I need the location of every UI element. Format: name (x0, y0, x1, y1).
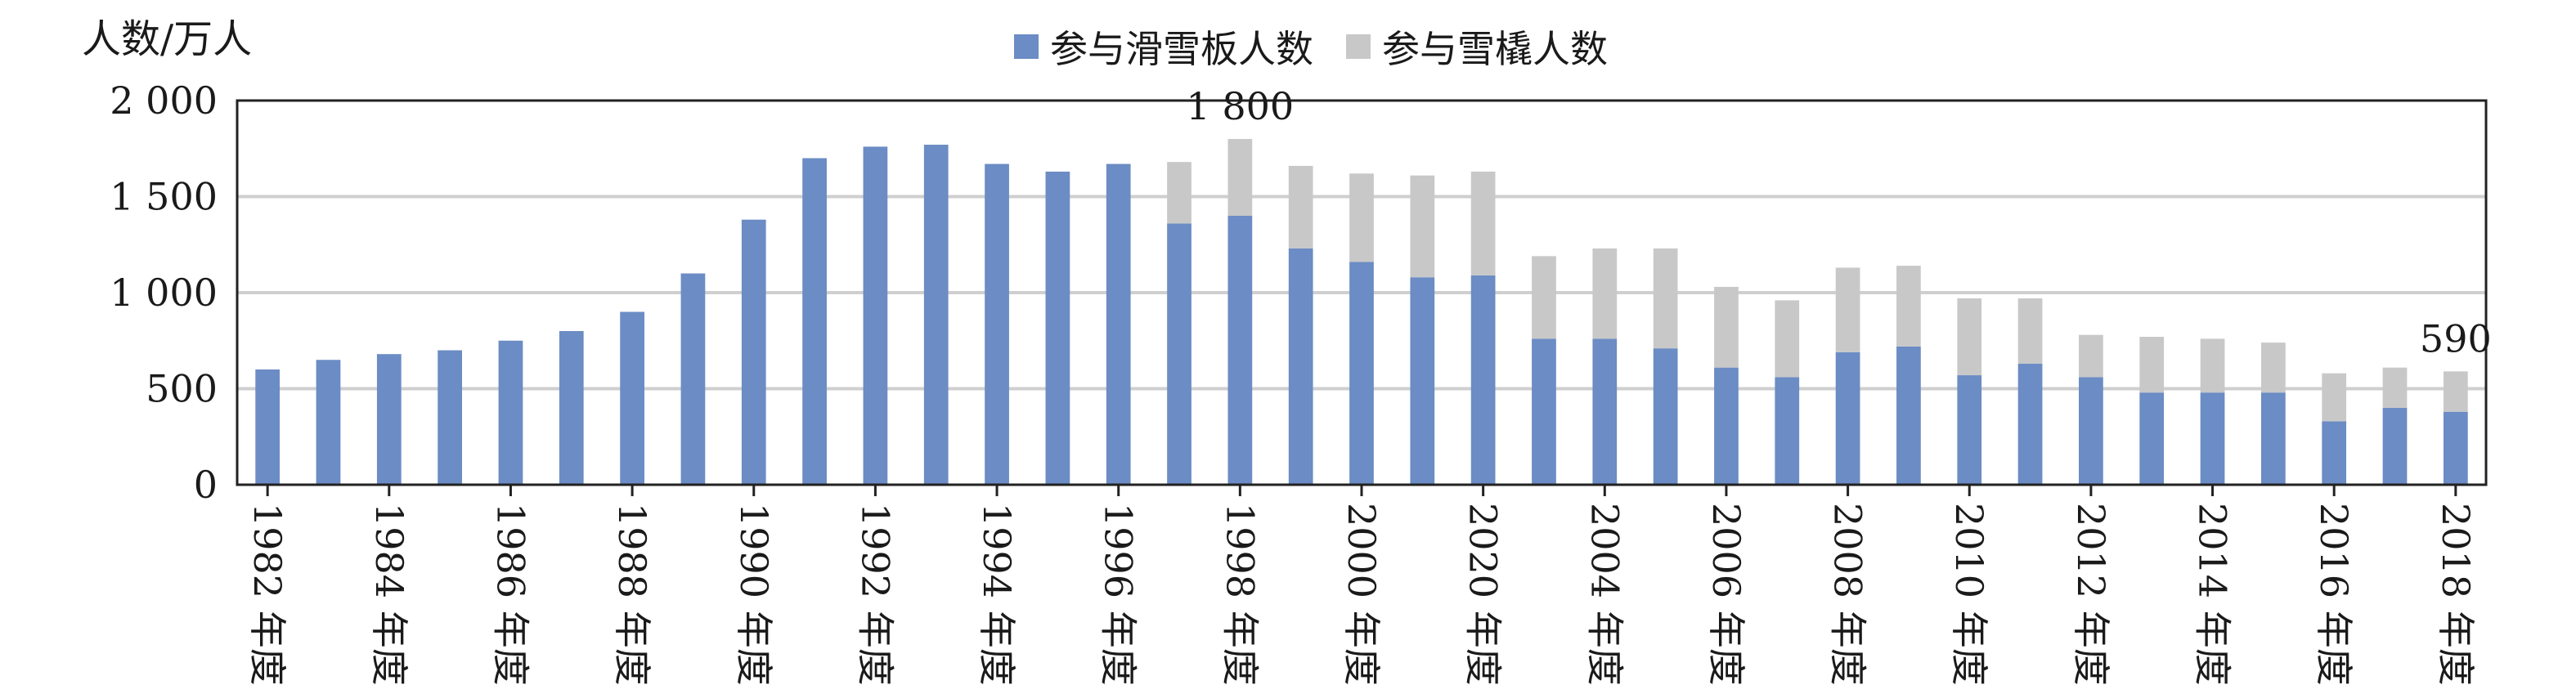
bar-snowboard (376, 354, 402, 485)
x-tick-label: 2016 年度 (2312, 503, 2356, 686)
bar-snowboard (1106, 163, 1131, 486)
y-tick-label: 2 000 (110, 78, 218, 123)
bar-snowboard (2382, 408, 2408, 485)
data-label: 1 800 (1186, 84, 1294, 128)
x-tick-label: 2006 年度 (1704, 503, 1748, 686)
x-tick-label: 2014 年度 (2191, 503, 2235, 686)
bar-sled (2322, 373, 2347, 422)
bar-sled (1349, 173, 1374, 262)
legend-swatch-snowboard (1014, 34, 1039, 59)
bar-snowboard (498, 340, 523, 485)
x-tick-label: 1990 年度 (732, 503, 776, 686)
x-tick-label: 2000 年度 (1340, 503, 1384, 686)
x-tick-label: 1988 年度 (610, 503, 654, 686)
bar-sled (2079, 334, 2103, 378)
bar-snowboard (2261, 392, 2286, 485)
bar-snowboard (1896, 346, 1921, 485)
bar-snowboard (1653, 348, 1678, 485)
bar-sled (2200, 338, 2225, 393)
bar-snowboard (2139, 392, 2165, 485)
bar-snowboard (1835, 351, 1860, 485)
bar-sled (1410, 175, 1435, 278)
bar-sled (2382, 367, 2408, 408)
bar-sled (1470, 171, 1496, 275)
bar-snowboard (255, 369, 280, 485)
x-tick-label: 2012 年度 (2069, 503, 2113, 686)
bar-sled (1532, 256, 1556, 339)
bar-snowboard (1957, 375, 1982, 485)
bar-snowboard (2200, 392, 2225, 485)
x-tick-label: 2010 年度 (1947, 503, 1991, 686)
bar-snowboard (802, 158, 827, 485)
bar-sled (1957, 298, 1982, 376)
bar-sled (2017, 298, 2043, 364)
bar-snowboard (2322, 421, 2347, 485)
x-tick-label: 1986 年度 (488, 503, 532, 686)
bar-snowboard (2443, 411, 2468, 485)
bar-sled (1653, 248, 1678, 349)
y-axis-title: 人数/万人 (82, 16, 253, 62)
bar-sled (1227, 139, 1253, 216)
bar-snowboard (438, 350, 462, 485)
x-tick-label: 1998 年度 (1218, 503, 1262, 686)
bar-sled (2261, 343, 2286, 393)
bar-snowboard (923, 145, 949, 486)
bar-sled (1288, 165, 1313, 248)
y-tick-label: 500 (146, 367, 218, 411)
legend: 参与滑雪板人数 参与雪橇人数 (1014, 20, 1640, 74)
bar-sled (1775, 300, 1800, 378)
bar-sled (2139, 337, 2165, 393)
bar-snowboard (559, 331, 584, 485)
legend-item-snowboard: 参与滑雪板人数 (1014, 20, 1313, 74)
bar-snowboard (1045, 171, 1070, 485)
bar-snowboard (863, 146, 888, 485)
bar-snowboard (1288, 248, 1313, 485)
bar-snowboard (2079, 377, 2103, 485)
bar-snowboard (1410, 277, 1435, 485)
bar-snowboard (620, 311, 644, 485)
bar-snowboard (1470, 275, 1496, 485)
bar-snowboard (680, 273, 706, 485)
x-tick-label: 2008 年度 (1826, 503, 1870, 686)
bar-sled (1835, 267, 1860, 352)
legend-swatch-sled (1346, 34, 1371, 59)
x-tick-label: 1984 年度 (367, 503, 411, 686)
x-tick-label: 1996 年度 (1097, 503, 1141, 686)
bar-sled (1896, 266, 1921, 347)
bar-snowboard (2017, 363, 2043, 485)
legend-label-sled: 参与雪橇人数 (1382, 27, 1608, 71)
x-tick-label: 1994 年度 (975, 503, 1019, 686)
bar-snowboard (1532, 338, 1556, 485)
bar-snowboard (985, 163, 1009, 486)
bar-snowboard (1349, 262, 1374, 485)
bar-sled (1167, 162, 1192, 224)
x-tick-label: 1992 年度 (853, 503, 897, 686)
x-tick-label: 2004 年度 (1582, 503, 1627, 686)
bar-sled (1592, 248, 1618, 339)
x-tick-label: 2018 年度 (2434, 503, 2478, 686)
y-tick-label: 1 500 (110, 175, 218, 219)
bar-snowboard (1775, 377, 1800, 485)
x-tick-label: 2020 年度 (1461, 503, 1506, 686)
x-tick-label: 1982 年度 (245, 503, 289, 686)
bar-snowboard (1714, 367, 1739, 485)
y-tick-label: 1 000 (110, 271, 218, 315)
bar-snowboard (1167, 223, 1192, 485)
bar-sled (1714, 286, 1739, 368)
legend-item-sled: 参与雪橇人数 (1346, 20, 1608, 74)
bar-sled (2443, 371, 2468, 412)
bar-snowboard (1592, 338, 1618, 485)
bar-snowboard (316, 360, 341, 485)
bar-snowboard (741, 219, 766, 485)
y-tick-label: 0 (194, 463, 218, 507)
legend-label-snowboard: 参与滑雪板人数 (1050, 27, 1313, 71)
bar-snowboard (1227, 216, 1253, 485)
data-label: 590 (2420, 316, 2492, 360)
